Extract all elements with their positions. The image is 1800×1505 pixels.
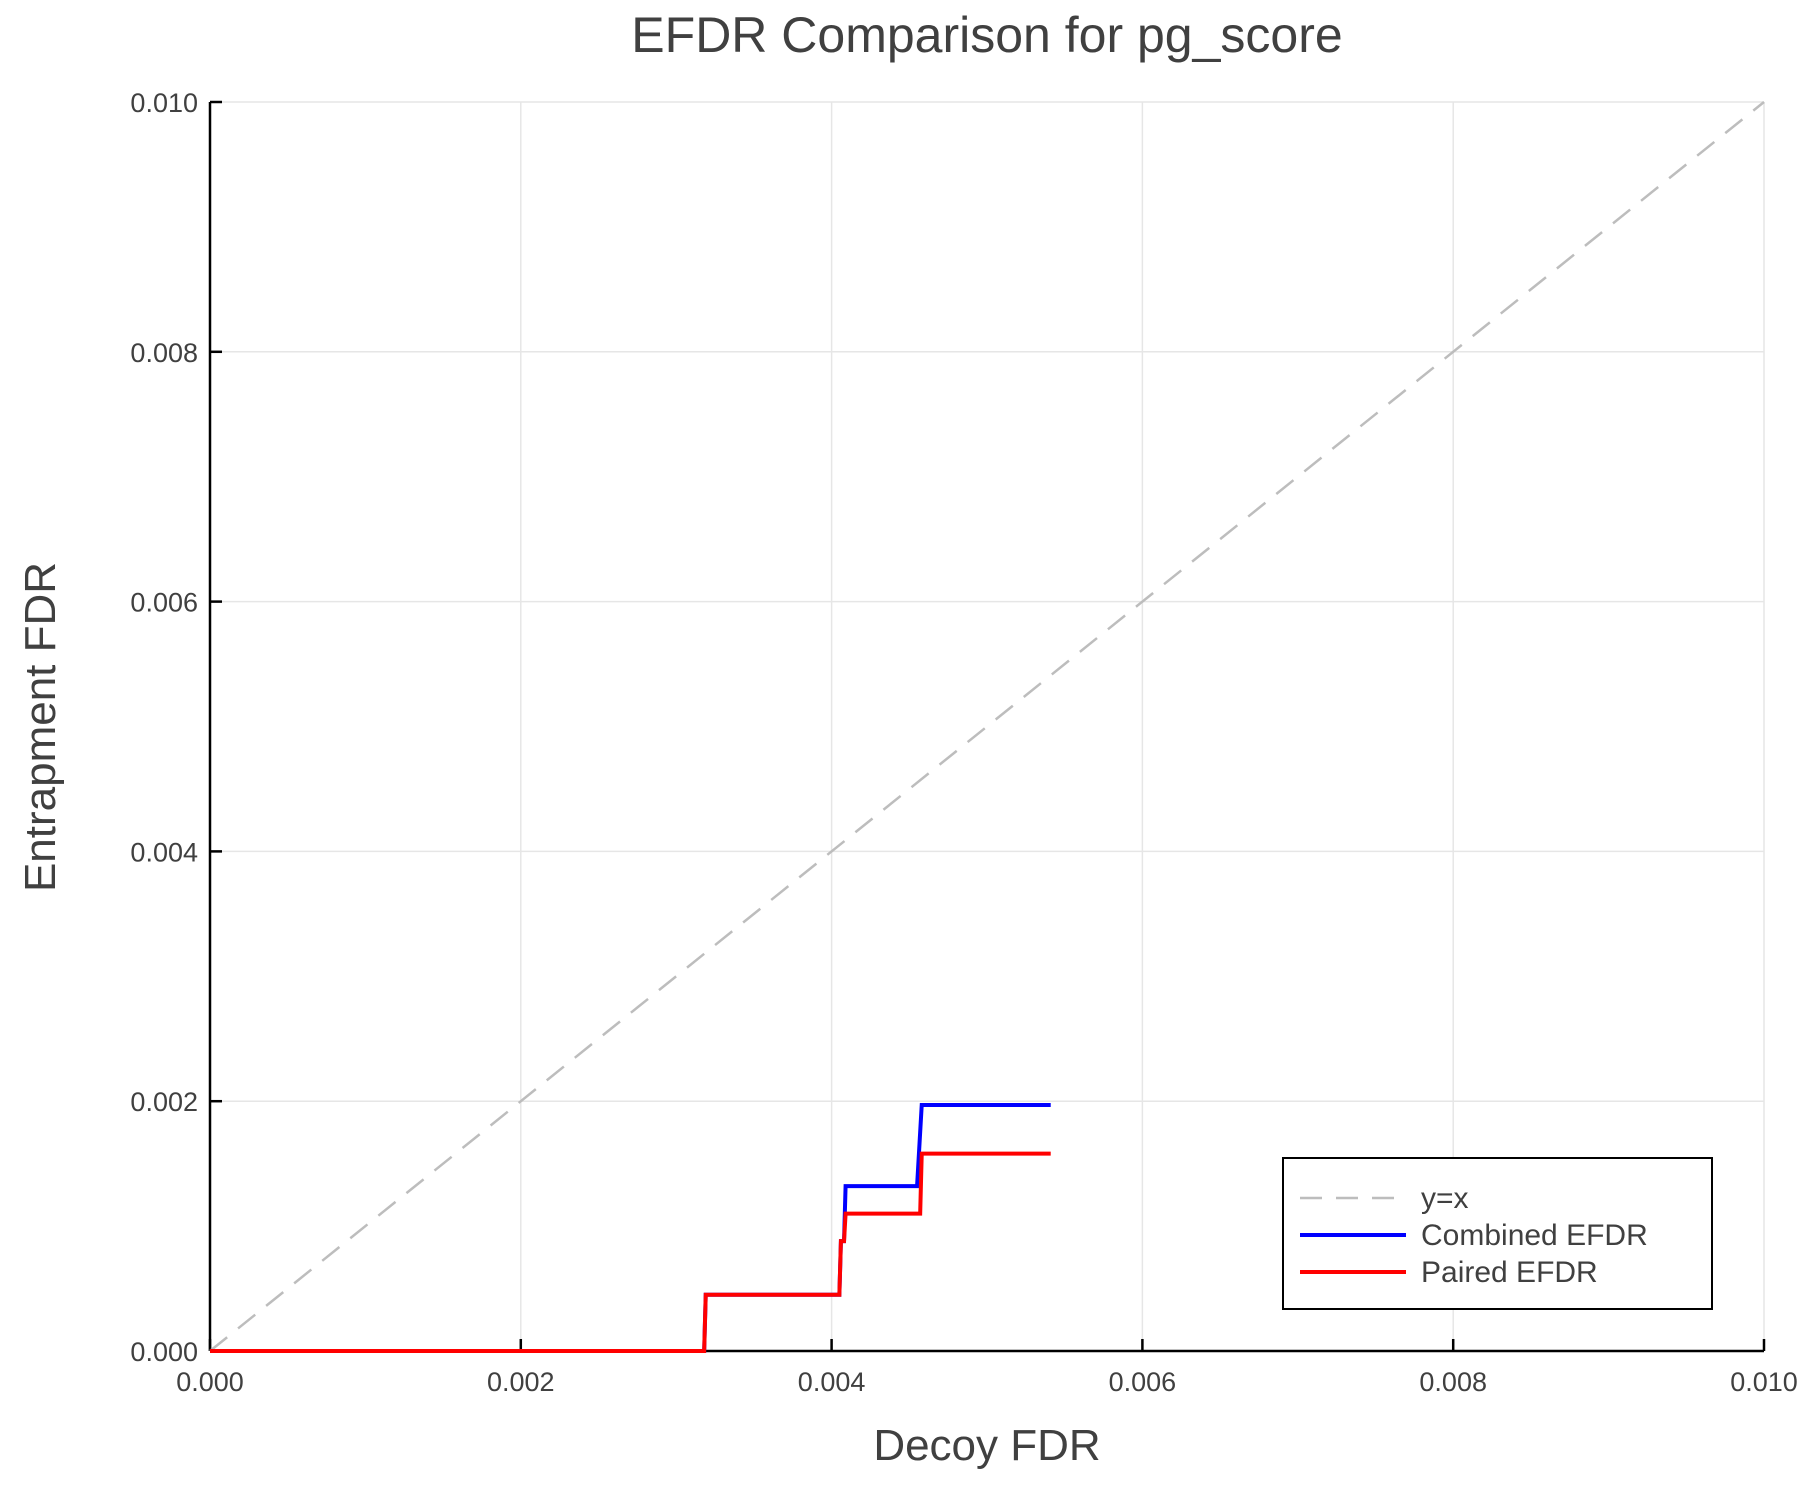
chart-title: EFDR Comparison for pg_score <box>631 7 1342 63</box>
x-axis-label: Decoy FDR <box>873 1421 1100 1470</box>
y-tick-label: 0.002 <box>130 1087 198 1117</box>
y-tick-label: 0.008 <box>130 338 198 368</box>
x-tick-label: 0.004 <box>798 1367 866 1397</box>
x-tick-label: 0.006 <box>1109 1367 1177 1397</box>
series-line-y-x <box>209 101 1765 1352</box>
y-axis-label: Entrapment FDR <box>16 562 65 892</box>
legend-label: y=x <box>1421 1182 1469 1215</box>
y-tick-label: 0.006 <box>130 588 198 618</box>
legend-label: Combined EFDR <box>1421 1219 1648 1252</box>
y-tick-label: 0.010 <box>130 88 198 118</box>
x-tick-label: 0.010 <box>1730 1367 1798 1397</box>
series-line-combined-efdr <box>210 1102 1051 1353</box>
y-tick-label: 0.000 <box>130 1337 198 1367</box>
legend: y=x Combined EFDR Paired EFDR <box>1282 1157 1713 1310</box>
legend-label: Paired EFDR <box>1421 1256 1598 1289</box>
x-tick-label: 0.008 <box>1419 1367 1487 1397</box>
y-tick-label: 0.004 <box>130 837 198 867</box>
series-line-paired-efdr <box>210 1151 1051 1353</box>
x-tick-label: 0.002 <box>487 1367 555 1397</box>
series-layer <box>209 101 1765 1353</box>
x-tick-label: 0.000 <box>176 1367 244 1397</box>
